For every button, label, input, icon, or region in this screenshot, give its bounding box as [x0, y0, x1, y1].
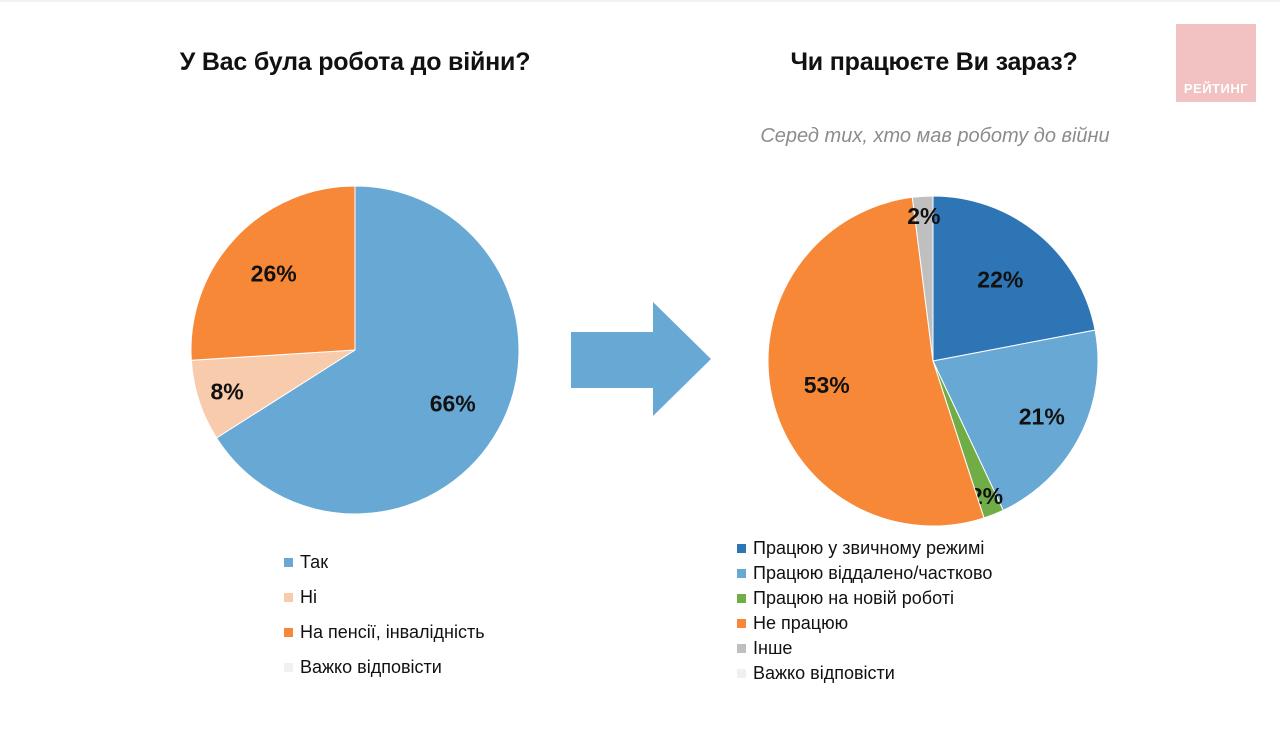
right-slice-4: [911, 195, 934, 362]
right-legend-label-1: Працюю віддалено/частково: [753, 563, 993, 583]
right-legend-swatch-2: [737, 594, 746, 603]
logo-text: РЕЙТИНГ: [1183, 81, 1249, 96]
left-legend-item-0: Так: [284, 545, 485, 580]
left-legend-label-1: Ні: [300, 587, 317, 607]
left-chart-title: У Вас була робота до війни?: [179, 48, 531, 76]
right-slice-label-3: 53%: [804, 372, 850, 398]
left-chart-legend: Так Ні На пенсії, інвалідність Важко відпов…: [284, 545, 485, 685]
left-legend-item-1: Ні: [284, 580, 485, 615]
left-legend-swatch-0: [284, 558, 293, 567]
right-slice-1: [932, 329, 1099, 511]
right-legend-swatch-5: [737, 669, 746, 678]
right-legend-swatch-1: [737, 569, 746, 578]
left-legend-label-3: Важко відповісти: [300, 657, 442, 677]
left-legend-swatch-3: [284, 663, 293, 672]
right-arrow-icon: [571, 302, 711, 416]
rating-logo: РЕЙТИНГ: [1176, 24, 1256, 102]
right-legend-item-2: Працюю на новій роботі: [737, 586, 992, 611]
right-slice-3: [767, 196, 985, 527]
right-slice-label-1: 21%: [1019, 403, 1065, 429]
right-legend-label-5: Важко відповісти: [753, 663, 895, 683]
right-legend-label-3: Не працюю: [753, 613, 849, 633]
left-legend-label-0: Так: [300, 552, 329, 572]
right-legend-item-5: Важко відповісти: [737, 661, 992, 686]
right-legend-item-0: Працюю у звичному режимі: [737, 536, 992, 561]
right-chart-title: Чи працюєте Ви зараз?: [790, 48, 1078, 76]
left-slice-label-0: 66%: [430, 391, 476, 417]
top-rule: [0, 0, 1280, 2]
right-chart-legend: Працюю у звичному режимі Працюю віддалено…: [737, 536, 992, 686]
right-legend-label-4: Інше: [753, 638, 793, 658]
left-legend-item-2: На пенсії, інвалідність: [284, 615, 485, 650]
right-legend-swatch-3: [737, 619, 746, 628]
left-slice-label-2: 26%: [251, 261, 297, 287]
right-legend-item-1: Працюю віддалено/частково: [737, 561, 992, 586]
left-slice-2: [190, 185, 356, 361]
right-slice-0: [932, 195, 1096, 362]
left-legend-label-2: На пенсії, інвалідність: [300, 622, 485, 642]
right-slice-label-4: 2%: [907, 203, 940, 229]
right-legend-label-0: Працюю у звичному режимі: [753, 538, 985, 558]
right-legend-swatch-4: [737, 644, 746, 653]
right-chart-subtitle: Серед тих, хто мав роботу до війни: [760, 125, 1110, 147]
left-slice-0: [215, 185, 520, 515]
right-legend-swatch-0: [737, 544, 746, 553]
left-legend-item-3: Важко відповісти: [284, 650, 485, 685]
left-legend-swatch-1: [284, 593, 293, 602]
left-slice-label-1: 8%: [210, 379, 243, 405]
right-legend-label-2: Працюю на новій роботі: [753, 588, 954, 608]
left-legend-swatch-2: [284, 628, 293, 637]
right-slice-label-0: 22%: [977, 267, 1023, 293]
right-legend-item-4: Інше: [737, 636, 992, 661]
right-legend-item-3: Не працюю: [737, 611, 992, 636]
